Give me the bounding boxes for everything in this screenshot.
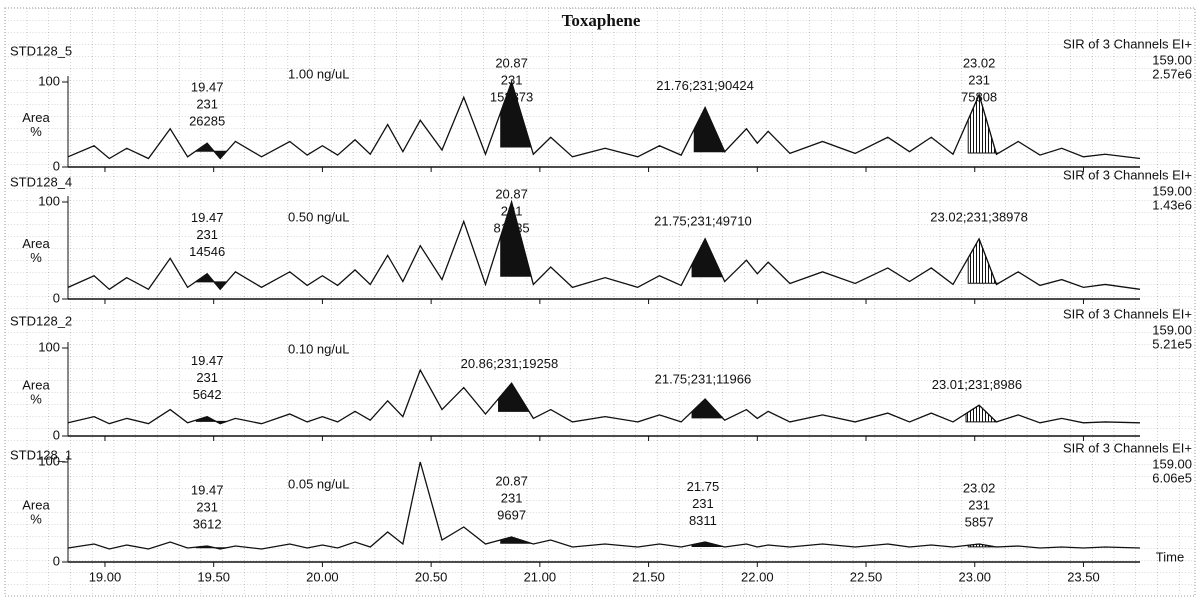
x-tick-label: 19.50 [197, 569, 230, 584]
intensity: 2.57e6 [1152, 66, 1192, 81]
trace [67, 79, 1141, 160]
concentration: 1.00 ng/uL [288, 66, 349, 81]
mass: 159.00 [1152, 322, 1192, 337]
y-label: % [30, 511, 42, 526]
channel: SIR of 3 Channels EI+ [1063, 440, 1192, 455]
peak-label: 231 [196, 499, 218, 514]
sample-name: STD128_1 [10, 447, 72, 462]
peak-label: 21.75 [687, 479, 720, 494]
peak-label: 231 [196, 227, 218, 242]
y-label: % [30, 250, 42, 265]
x-label: Time [1156, 549, 1184, 564]
peak-label: 8311 [689, 513, 717, 528]
peak-label: 3612 [193, 516, 222, 531]
intensity: 6.06e5 [1152, 470, 1192, 485]
y-tick-label: 0 [53, 158, 60, 173]
peak-label: 26285 [189, 114, 225, 129]
y-label: % [30, 391, 42, 406]
peak-label: 9697 [497, 507, 526, 522]
mass: 159.00 [1152, 183, 1192, 198]
y-label: Area [22, 497, 50, 512]
y-label: Area [22, 236, 50, 251]
peak-label: 231 [501, 72, 523, 87]
peak-label: 5857 [965, 514, 994, 529]
channel: SIR of 3 Channels EI+ [1063, 167, 1192, 182]
peak-label: 20.87 [495, 55, 528, 70]
y-tick-label: 100 [38, 453, 60, 468]
peak-label: 23.02 [963, 480, 996, 495]
channel: SIR of 3 Channels EI+ [1063, 306, 1192, 321]
mass: 159.00 [1152, 456, 1192, 471]
peak-label: 14546 [189, 244, 225, 259]
sample-name: STD128_4 [10, 174, 72, 189]
peak-label: 81235 [494, 220, 530, 235]
y-tick-label: 0 [53, 290, 60, 305]
peak-label: 231 [968, 497, 990, 512]
peak-label: 231 [692, 496, 714, 511]
y-tick-label: 0 [53, 553, 60, 568]
x-tick-label: 21.00 [524, 569, 557, 584]
peak-label: 23.02;231;38978 [930, 209, 1028, 224]
concentration: 0.10 ng/uL [288, 341, 349, 356]
peak-label: 231 [501, 490, 523, 505]
peak-label: 21.75;231;11966 [655, 372, 752, 387]
y-tick-label: 100 [38, 339, 60, 354]
x-tick-label: 21.50 [632, 569, 665, 584]
x-tick-label: 19.00 [89, 569, 122, 584]
trace [67, 461, 1141, 550]
peak-label: 20.87 [495, 186, 528, 201]
y-label: Area [22, 377, 50, 392]
chart-title: Toxaphene [562, 11, 641, 30]
concentration: 0.50 ng/uL [288, 209, 349, 224]
background-grid [4, 7, 1196, 597]
peak-label: 152873 [490, 89, 533, 104]
y-label: % [30, 124, 42, 139]
x-tick-label: 23.50 [1067, 569, 1100, 584]
x-tick-label: 20.50 [415, 569, 448, 584]
intensity: 5.21e5 [1152, 336, 1192, 351]
y-label: Area [22, 110, 50, 125]
peak-label: 21.76;231;90424 [656, 78, 754, 93]
peak-label: 19.47 [191, 210, 224, 225]
trace [67, 368, 1141, 425]
sample-name: STD128_2 [10, 313, 72, 328]
y-tick-label: 100 [38, 193, 60, 208]
peak-label: 21.75;231;49710 [654, 214, 752, 229]
peak-label: 231 [196, 97, 218, 112]
peak-label: 231 [196, 370, 218, 385]
peak-label: 5642 [193, 387, 222, 402]
channel: SIR of 3 Channels EI+ [1063, 36, 1192, 51]
sample-name: STD128_5 [10, 43, 72, 58]
peak-label: 19.47 [191, 353, 224, 368]
peak-label: 19.47 [191, 80, 224, 95]
concentration: 0.05 ng/uL [288, 476, 349, 491]
mass: 159.00 [1152, 52, 1192, 67]
trace [67, 199, 1141, 291]
peak-label: 19.47 [191, 482, 224, 497]
x-tick-label: 22.00 [741, 569, 774, 584]
x-tick-label: 23.00 [958, 569, 991, 584]
x-tick-label: 22.50 [850, 569, 883, 584]
intensity: 1.43e6 [1152, 197, 1192, 212]
peak-label: 231 [968, 72, 990, 87]
peak-label: 23.01;231;8986 [932, 377, 1022, 392]
peak-label: 20.86;231;19258 [461, 356, 559, 371]
peak-label: 20.87 [495, 473, 528, 488]
peak-label: 231 [501, 203, 523, 218]
x-tick-label: 20.00 [306, 569, 339, 584]
peak-label: 23.02 [963, 55, 996, 70]
y-tick-label: 0 [53, 427, 60, 442]
y-tick-label: 100 [38, 73, 60, 88]
